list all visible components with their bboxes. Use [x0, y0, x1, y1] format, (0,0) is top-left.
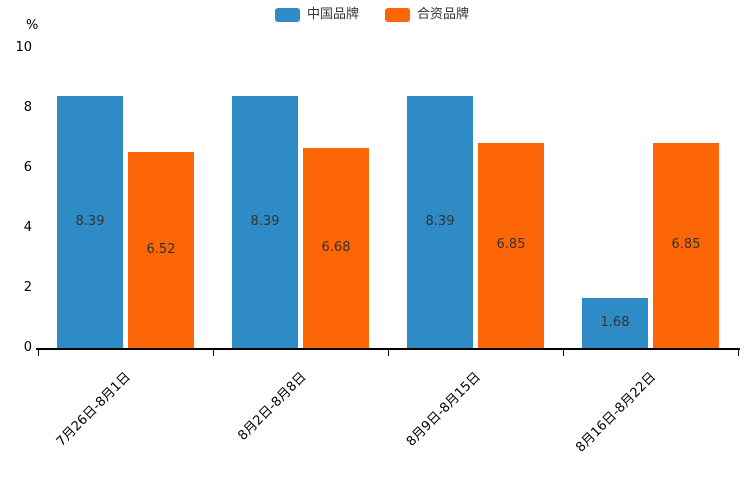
y-axis-tick-label: 0	[23, 340, 32, 355]
x-axis-line	[36, 348, 740, 350]
bar-合资品牌-2: 6.85	[478, 142, 544, 348]
y-axis-tick-label: 10	[15, 40, 32, 55]
x-axis-category-label: 8月2日-8月8日	[235, 369, 310, 444]
bar-中国品牌-2: 8.39	[407, 96, 473, 348]
bar-value-label: 8.39	[75, 214, 105, 230]
bar-value-label: 6.68	[321, 239, 351, 255]
bar-value-label: 6.52	[146, 242, 176, 258]
chart-legend: 中国品牌 合资品牌	[274, 7, 469, 22]
y-axis-tick-label: 4	[23, 220, 32, 235]
bar-中国品牌-3: 1.68	[582, 297, 648, 348]
x-axis-category-label: 7月26日-8月1日	[54, 369, 135, 450]
bar-合资品牌-0: 6.52	[128, 152, 194, 348]
x-axis-tick	[388, 350, 389, 356]
x-axis-tick	[563, 350, 564, 356]
legend-item-0[interactable]: 中国品牌	[274, 7, 359, 22]
y-axis-tick-label: 6	[23, 160, 32, 175]
bar-value-label: 6.85	[496, 237, 526, 253]
y-axis-tick-label: 2	[23, 280, 32, 295]
bar-value-label: 1.68	[600, 314, 630, 330]
y-axis-tick-label: 8	[23, 100, 32, 115]
x-axis-tick	[738, 350, 739, 356]
legend-marker-icon	[385, 8, 410, 22]
bar-value-label: 6.85	[671, 237, 701, 253]
legend-marker-icon	[274, 8, 300, 22]
y-axis-unit-label: %	[26, 18, 39, 33]
x-axis-category-label: 8月16日-8月22日	[573, 369, 660, 456]
bar-中国品牌-0: 8.39	[57, 96, 123, 348]
bar-中国品牌-1: 8.39	[232, 96, 298, 348]
legend-label: 合资品牌	[417, 7, 470, 22]
x-axis-tick	[38, 350, 39, 356]
bar-合资品牌-1: 6.68	[303, 147, 369, 348]
bar-合资品牌-3: 6.85	[653, 142, 719, 348]
bar-value-label: 8.39	[250, 214, 280, 230]
legend-item-1[interactable]: 合资品牌	[385, 8, 469, 22]
x-axis-category-label: 8月9日-8月15日	[404, 369, 485, 450]
bar-value-label: 8.39	[425, 214, 455, 230]
legend-label: 中国品牌	[306, 7, 359, 22]
x-axis-tick	[213, 350, 214, 356]
